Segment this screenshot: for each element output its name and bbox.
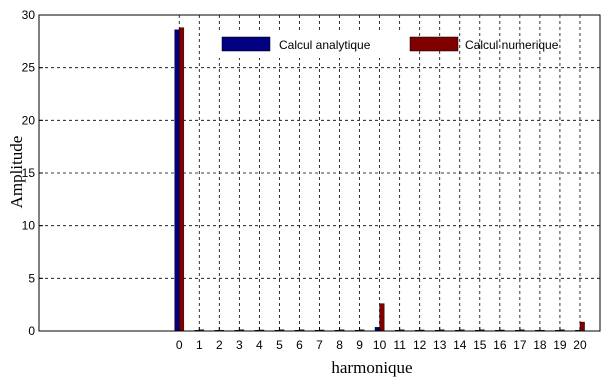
x-tick-label: 12 (413, 338, 427, 352)
legend-label-calcul-numerique: Calcul numerique (465, 38, 559, 52)
x-tick-label: 7 (316, 338, 323, 352)
legend-swatch-calcul-analytique (221, 36, 271, 52)
x-tick-label: 11 (393, 338, 406, 352)
x-tick-label: 1 (196, 338, 203, 352)
x-tick-label: 15 (473, 338, 487, 352)
x-tick-label: 8 (336, 338, 343, 352)
x-tick-label: 20 (573, 338, 587, 352)
bar-calcul-numerique-0 (179, 27, 185, 332)
x-tick-label: 9 (356, 338, 363, 352)
x-tick-label: 18 (533, 338, 547, 352)
legend-label-calcul-analytique: Calcul analytique (279, 38, 371, 52)
x-tick-label: 0 (176, 338, 183, 352)
x-tick-label: 10 (373, 338, 387, 352)
y-tick-label: 30 (22, 8, 36, 22)
x-tick-label: 19 (553, 338, 567, 352)
x-tick-label: 13 (433, 338, 447, 352)
x-tick-label: 5 (276, 338, 283, 352)
y-tick-label: 20 (22, 113, 36, 127)
y-tick-label: 15 (22, 166, 36, 180)
x-tick-label: 4 (256, 338, 263, 352)
x-tick-label: 6 (296, 338, 303, 352)
plot-frame (38, 14, 601, 332)
bar-calcul-numerique-10 (379, 303, 385, 332)
x-tick-label: 16 (493, 338, 507, 352)
y-tick-label: 0 (28, 324, 35, 338)
bar-calcul-analytique-10 (374, 327, 380, 332)
bar-calcul-numerique-20 (579, 321, 585, 332)
x-axis-label: harmonique (331, 358, 412, 377)
x-tick-label: 17 (513, 338, 527, 352)
legend: Calcul analytique Calcul numerique (212, 30, 559, 58)
x-tick-label: 3 (236, 338, 243, 352)
x-tick-label: 14 (453, 338, 467, 352)
legend-swatch-calcul-numerique (409, 36, 459, 52)
axes (38, 14, 601, 332)
y-tick-label: 10 (22, 219, 36, 233)
x-tick-label: 2 (216, 338, 223, 352)
y-tick-label: 25 (22, 61, 36, 75)
bars (174, 27, 585, 332)
bar-calcul-analytique-0 (174, 29, 180, 332)
y-tick-label: 5 (28, 271, 35, 285)
y-axis-label: Amplitude (7, 136, 26, 209)
